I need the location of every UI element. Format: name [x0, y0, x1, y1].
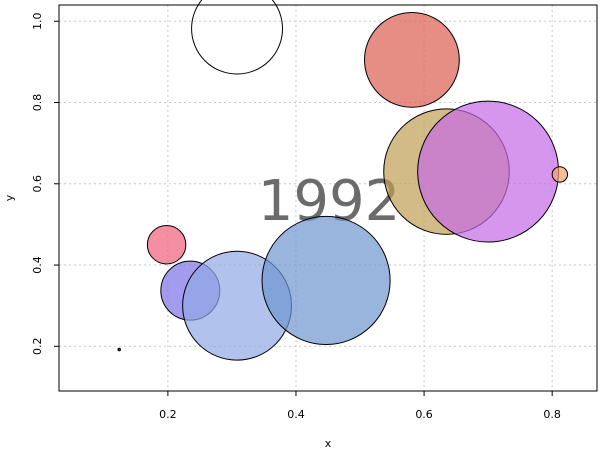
- x-tick-label: 0.6: [415, 408, 433, 421]
- y-tick-label: 0.6: [31, 175, 44, 193]
- y-tick-label: 0.2: [31, 338, 44, 356]
- y-axis-title: y: [3, 194, 16, 201]
- plot-frame: [58, 4, 598, 392]
- data-point: [146, 225, 187, 265]
- y-tick-label: 1.0: [31, 13, 44, 31]
- data-point: [551, 166, 569, 183]
- x-axis-title: x: [325, 437, 332, 450]
- x-tick-label: 0.2: [159, 408, 177, 421]
- bubble-layer: [117, 0, 569, 361]
- y-tick-label: 0.8: [31, 94, 44, 112]
- data-point: [261, 215, 391, 346]
- x-tick-label: 0.8: [543, 408, 561, 421]
- data-point: [117, 347, 121, 352]
- x-tick-label: 0.4: [287, 408, 305, 421]
- data-point: [417, 100, 560, 243]
- data-point: [191, 0, 284, 75]
- data-point: [364, 11, 460, 108]
- x-axis: 0.2 0.4 0.6 0.8: [159, 391, 561, 421]
- y-tick-label: 0.4: [31, 256, 44, 274]
- y-axis: 0.2 0.4 0.6 0.8 1.0: [31, 13, 59, 356]
